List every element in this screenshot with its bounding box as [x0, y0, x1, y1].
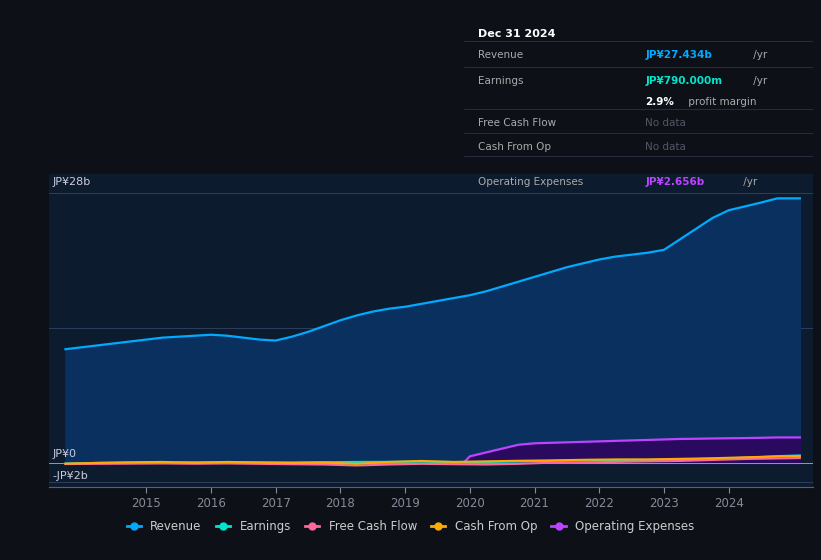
Text: profit margin: profit margin	[686, 97, 757, 107]
Text: Operating Expenses: Operating Expenses	[478, 177, 583, 187]
Text: JP¥790.000m: JP¥790.000m	[645, 76, 722, 86]
Legend: Revenue, Earnings, Free Cash Flow, Cash From Op, Operating Expenses: Revenue, Earnings, Free Cash Flow, Cash …	[122, 515, 699, 538]
Text: Free Cash Flow: Free Cash Flow	[478, 118, 556, 128]
Text: No data: No data	[645, 118, 686, 128]
Text: /yr: /yr	[750, 50, 768, 59]
Text: JP¥28b: JP¥28b	[53, 177, 91, 187]
Text: /yr: /yr	[740, 177, 757, 187]
Text: Dec 31 2024: Dec 31 2024	[478, 29, 555, 39]
Text: 2.9%: 2.9%	[645, 97, 674, 107]
Text: JP¥27.434b: JP¥27.434b	[645, 50, 712, 59]
Text: Earnings: Earnings	[478, 76, 523, 86]
Text: No data: No data	[645, 142, 686, 152]
Text: /yr: /yr	[750, 76, 768, 86]
Text: Cash From Op: Cash From Op	[478, 142, 551, 152]
Text: JP¥2.656b: JP¥2.656b	[645, 177, 704, 187]
Text: Revenue: Revenue	[478, 50, 523, 59]
Text: JP¥0: JP¥0	[53, 449, 76, 459]
Text: -JP¥2b: -JP¥2b	[53, 472, 88, 482]
